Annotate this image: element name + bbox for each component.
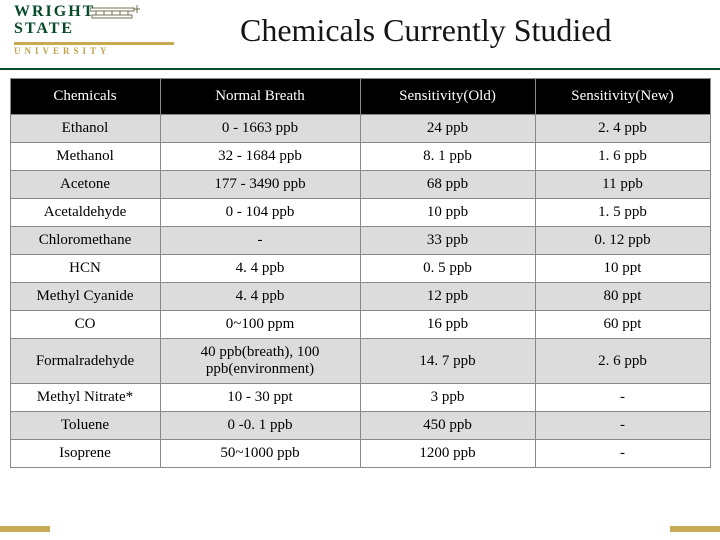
cell: 68 ppb [360, 171, 535, 199]
cell: 10 - 30 ppt [160, 384, 360, 412]
cell: 12 ppb [360, 283, 535, 311]
cell: 40 ppb(breath), 100 ppb(environment) [160, 339, 360, 384]
slide-header: WRIGHT STATE UNIVERSITY Chemicals Curren… [0, 0, 720, 70]
cell: - [535, 440, 710, 468]
university-logo: WRIGHT STATE UNIVERSITY [14, 4, 174, 56]
col-header: Sensitivity(New) [535, 79, 710, 115]
cell: 0. 12 ppb [535, 227, 710, 255]
cell: 0 - 104 ppb [160, 199, 360, 227]
cell: Methyl Cyanide [10, 283, 160, 311]
cell: - [160, 227, 360, 255]
cell: 10 ppb [360, 199, 535, 227]
cell: 1. 6 ppb [535, 143, 710, 171]
table-row: Acetone177 - 3490 ppb68 ppb11 ppb [10, 171, 710, 199]
footer-accent-right [670, 526, 720, 532]
cell: Methanol [10, 143, 160, 171]
cell: 2. 6 ppb [535, 339, 710, 384]
table-row: Formalradehyde40 ppb(breath), 100 ppb(en… [10, 339, 710, 384]
cell: 33 ppb [360, 227, 535, 255]
table-header-row: Chemicals Normal Breath Sensitivity(Old)… [10, 79, 710, 115]
brand-underline [14, 42, 174, 45]
cell: 32 - 1684 ppb [160, 143, 360, 171]
table-row: Methyl Nitrate*10 - 30 ppt3 ppb- [10, 384, 710, 412]
cell: 0~100 ppm [160, 311, 360, 339]
cell: 1200 ppb [360, 440, 535, 468]
cell: Formalradehyde [10, 339, 160, 384]
col-header: Normal Breath [160, 79, 360, 115]
cell: 14. 7 ppb [360, 339, 535, 384]
cell: 4. 4 ppb [160, 255, 360, 283]
slide-title: Chemicals Currently Studied [240, 12, 710, 49]
table-row: Chloromethane-33 ppb0. 12 ppb [10, 227, 710, 255]
cell: 16 ppb [360, 311, 535, 339]
cell: 8. 1 ppb [360, 143, 535, 171]
cell: HCN [10, 255, 160, 283]
table-row: Methyl Cyanide4. 4 ppb12 ppb80 ppt [10, 283, 710, 311]
cell: Acetaldehyde [10, 199, 160, 227]
cell: 60 ppt [535, 311, 710, 339]
cell: 4. 4 ppb [160, 283, 360, 311]
cell: 10 ppt [535, 255, 710, 283]
chemicals-table: Chemicals Normal Breath Sensitivity(Old)… [10, 78, 711, 468]
cell: 177 - 3490 ppb [160, 171, 360, 199]
table-row: Ethanol0 - 1663 ppb24 ppb2. 4 ppb [10, 115, 710, 143]
cell: 80 ppt [535, 283, 710, 311]
cell: - [535, 384, 710, 412]
cell: Chloromethane [10, 227, 160, 255]
cell: 24 ppb [360, 115, 535, 143]
cell: - [535, 412, 710, 440]
footer-accent-left [0, 526, 50, 532]
cell: 3 ppb [360, 384, 535, 412]
cell: 11 ppb [535, 171, 710, 199]
cell: Acetone [10, 171, 160, 199]
table-row: Methanol32 - 1684 ppb8. 1 ppb1. 6 ppb [10, 143, 710, 171]
cell: 450 ppb [360, 412, 535, 440]
table-row: CO0~100 ppm16 ppb60 ppt [10, 311, 710, 339]
airplane-icon [90, 2, 140, 22]
cell: CO [10, 311, 160, 339]
col-header: Sensitivity(Old) [360, 79, 535, 115]
cell: Toluene [10, 412, 160, 440]
table-row: HCN4. 4 ppb0. 5 ppb10 ppt [10, 255, 710, 283]
table-row: Isoprene50~1000 ppb1200 ppb- [10, 440, 710, 468]
brand-line3: UNIVERSITY [14, 47, 174, 56]
cell: 0. 5 ppb [360, 255, 535, 283]
cell: Isoprene [10, 440, 160, 468]
brand-line2: STATE [14, 21, 174, 38]
cell: 2. 4 ppb [535, 115, 710, 143]
col-header: Chemicals [10, 79, 160, 115]
cell: 0 - 1663 ppb [160, 115, 360, 143]
cell: 0 -0. 1 ppb [160, 412, 360, 440]
cell: Ethanol [10, 115, 160, 143]
cell: 1. 5 ppb [535, 199, 710, 227]
table-row: Acetaldehyde0 - 104 ppb10 ppb1. 5 ppb [10, 199, 710, 227]
cell: 50~1000 ppb [160, 440, 360, 468]
cell: Methyl Nitrate* [10, 384, 160, 412]
table-body: Ethanol0 - 1663 ppb24 ppb2. 4 ppb Methan… [10, 115, 710, 468]
table-row: Toluene0 -0. 1 ppb450 ppb- [10, 412, 710, 440]
